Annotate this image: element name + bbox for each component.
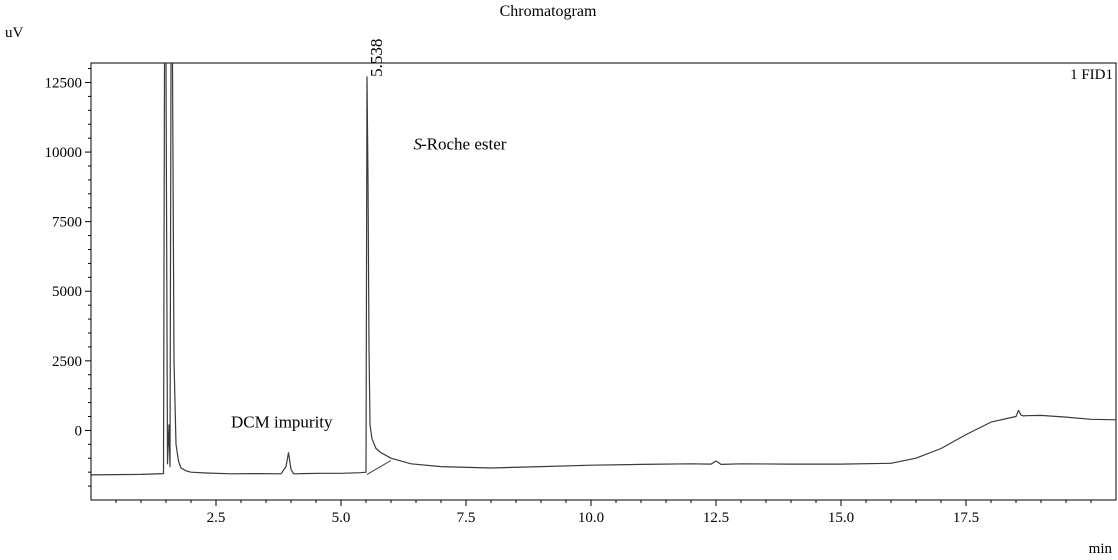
- peak-label: -Roche ester: [421, 134, 507, 153]
- chromatogram-trace: [91, 63, 1116, 476]
- y-tick-label: 7500: [52, 215, 82, 231]
- x-tick-label: 15.0: [828, 510, 854, 526]
- y-tick-label: 10000: [45, 145, 83, 161]
- y-tick-label: 12500: [45, 75, 83, 91]
- x-tick-label: 7.5: [457, 510, 476, 526]
- x-axis-unit-label: min: [1089, 541, 1113, 557]
- peak-baseline: [366, 460, 392, 475]
- peak-label: DCM impurity: [231, 413, 333, 432]
- chart-title: Chromatogram: [500, 3, 597, 20]
- y-axis-unit-label: uV: [5, 25, 24, 41]
- y-tick-label: 0: [75, 423, 83, 439]
- plot-area: 2.5 5.0 7.5 10.0 12.5 15.0 17.5 0 2500 5000 7500 10…: [45, 39, 1117, 526]
- detector-legend: 1 FID1: [1070, 67, 1113, 83]
- peak-retention-time-label: 5.538: [367, 39, 386, 77]
- peak-label-italic: S: [414, 134, 423, 153]
- y-tick-label: 2500: [52, 354, 82, 370]
- x-tick-label: 10.0: [578, 510, 604, 526]
- plot-frame: [90, 62, 1117, 501]
- x-tick-label: 2.5: [207, 510, 226, 526]
- x-tick-label: 5.0: [332, 510, 351, 526]
- x-tick-label: 12.5: [703, 510, 729, 526]
- x-tick-label: 17.5: [953, 510, 979, 526]
- y-tick-label: 5000: [52, 284, 82, 300]
